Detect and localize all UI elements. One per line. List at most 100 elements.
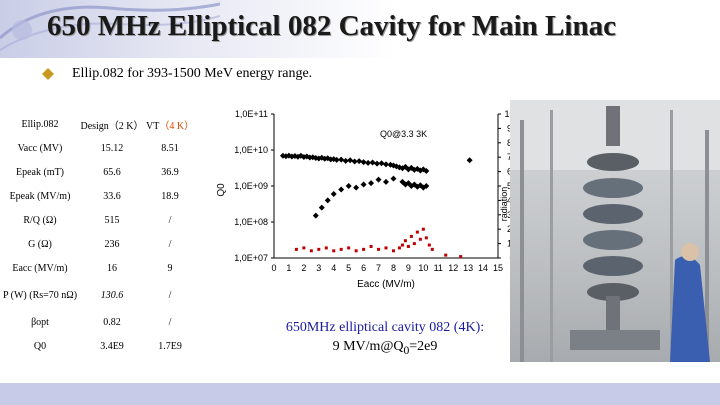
radiation-data-point (415, 230, 419, 234)
row-param: βopt (31, 316, 49, 328)
table-row: Eacc (MV/m) 16 9 (2, 256, 194, 280)
row-design: 130.6 (100, 289, 124, 301)
caption-line2-suffix: =2e9 (409, 339, 438, 354)
row-design: 33.6 (103, 190, 121, 202)
x-tick-label: 4 (331, 263, 336, 273)
q0-data-point (333, 156, 340, 163)
row-design: 3.4E9 (100, 340, 124, 352)
cavity-photo (510, 100, 720, 362)
radiation-data-point (406, 244, 410, 248)
footer-band (0, 383, 720, 405)
radiation-data-point (302, 246, 306, 250)
radiation-data-point (369, 244, 373, 248)
row-design: 15.12 (100, 142, 124, 154)
x-tick-label: 13 (463, 263, 473, 273)
radiation-data-point (397, 246, 401, 250)
table-row: Epeak (mT) 65.6 36.9 (2, 160, 194, 184)
q0-data-point (360, 181, 367, 188)
row-design: 236 (104, 238, 120, 250)
diamond-bullet-icon (42, 68, 54, 80)
table-row: Vacc (MV) 15.12 8.51 (2, 136, 194, 160)
q0-data-point (312, 212, 319, 219)
x-axis-title: Eacc (MV/m) (357, 279, 415, 290)
caption-line2: 9 MV/m@Q0=2e9 (240, 337, 530, 360)
q0-data-point (368, 180, 375, 187)
q0-data-point (330, 190, 337, 197)
row-param: Eacc (MV/m) (12, 262, 68, 274)
table-header-row: Ellip.082 Design（2 K） VT（4 K） (2, 112, 195, 136)
radiation-data-point (430, 247, 434, 251)
x-tick-label: 6 (361, 263, 366, 273)
row-vt: 1.7E9 (158, 340, 182, 352)
radiation-data-point (421, 227, 425, 231)
radiation-data-point (418, 237, 422, 241)
row-param: Epeak (mT) (15, 166, 65, 178)
q0-data-point (353, 184, 360, 191)
row-param: Vacc (MV) (17, 142, 63, 154)
row-vt: 8.51 (161, 142, 179, 154)
y-left-tick-label: 1,0E+09 (234, 181, 268, 191)
table-row: G (Ω) 236 / (2, 232, 194, 256)
row-param: R/Q (Ω) (23, 214, 57, 226)
table-row: P (W) (Rs=70 nΩ) 130.6 / (2, 280, 194, 310)
caption: 650MHz elliptical cavity 082 (4K): 9 MV/… (240, 318, 530, 360)
table-header-name: Ellip.082 (21, 118, 59, 130)
y-left-tick-label: 1,0E+11 (235, 109, 268, 119)
caption-line2-prefix: 9 MV/m@Q (332, 339, 404, 354)
radiation-data-point (424, 236, 428, 240)
q0-data-point (365, 159, 372, 166)
x-tick-label: 8 (391, 263, 396, 273)
y-right-tick-label: 100 (504, 109, 514, 119)
q0-data-point (338, 186, 345, 193)
swirl-logo-icon (0, 2, 220, 51)
x-tick-label: 9 (406, 263, 411, 273)
row-vt: / (168, 289, 172, 301)
radiation-data-point (459, 255, 463, 259)
x-tick-label: 12 (448, 263, 458, 273)
x-tick-label: 5 (346, 263, 351, 273)
q0-data-point (351, 158, 358, 165)
radiation-data-point (377, 247, 381, 251)
table-row: R/Q (Ω) 515 / (2, 208, 194, 232)
radiation-data-point (362, 247, 366, 251)
radiation-data-point (412, 242, 416, 246)
radiation-data-point (317, 247, 321, 251)
row-param: Q0 (33, 340, 47, 352)
row-design: 16 (107, 262, 117, 274)
q0-data-point (402, 181, 409, 188)
q0-data-point (345, 183, 352, 189)
q0-data-point (347, 157, 354, 164)
x-tick-label: 1 (286, 263, 291, 273)
row-vt: 18.9 (161, 190, 179, 202)
x-tick-label: 11 (434, 263, 443, 273)
q0-data-point (390, 175, 397, 182)
caption-line2-subscript: 0 (403, 343, 410, 357)
q0-data-point (374, 160, 381, 167)
q0-data-point (423, 168, 430, 175)
row-param: G (Ω) (28, 238, 52, 250)
row-vt: 36.9 (161, 166, 179, 178)
radiation-data-point (391, 249, 395, 253)
q0-data-point (291, 153, 298, 160)
bullet-text: Ellip.082 for 393-1500 MeV energy range. (72, 66, 313, 81)
q0-data-point (405, 166, 412, 173)
table-row: Epeak (MV/m) 33.6 18.9 (2, 184, 194, 208)
q0-data-point (338, 156, 345, 163)
row-design: 65.6 (103, 166, 121, 178)
q0-data-point (383, 178, 389, 185)
x-tick-label: 10 (418, 263, 428, 273)
q0-data-point (390, 162, 397, 169)
row-param: Epeak (MV/m) (9, 190, 71, 202)
radiation-data-point (354, 249, 358, 253)
x-tick-label: 2 (301, 263, 306, 273)
q0-data-point (330, 156, 337, 163)
radiation-data-point (444, 253, 448, 257)
q0-data-point (324, 155, 331, 162)
row-param: P (W) (Rs=70 nΩ) (2, 289, 78, 301)
q0-data-point (399, 165, 406, 172)
x-tick-label: 14 (478, 263, 488, 273)
y-left-axis-title: Q0 (216, 183, 227, 197)
x-tick-label: 0 (271, 263, 276, 273)
q0-data-point (318, 154, 325, 161)
q0-data-point (411, 181, 418, 188)
